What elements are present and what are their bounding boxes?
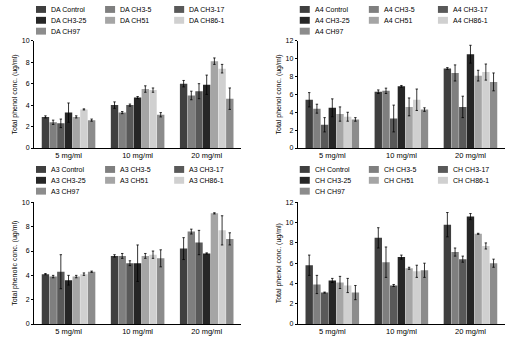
svg-text:DA CH51: DA CH51 (120, 17, 149, 24)
svg-text:A3 CH3-25: A3 CH3-25 (51, 177, 86, 184)
svg-text:10: 10 (22, 199, 30, 206)
svg-text:DA CH3-25: DA CH3-25 (51, 17, 87, 24)
svg-text:20 mg/ml: 20 mg/ml (455, 327, 486, 336)
svg-text:A4 CH86-1: A4 CH86-1 (453, 17, 488, 24)
svg-text:2: 2 (289, 127, 293, 134)
svg-text:Total phenol conc. (ug/ml): Total phenol conc. (ug/ml) (275, 223, 283, 303)
svg-text:5 mg/ml: 5 mg/ml (55, 327, 82, 336)
svg-text:DA Control: DA Control (51, 6, 85, 13)
svg-text:4: 4 (26, 102, 30, 109)
svg-text:A3 CH51: A3 CH51 (120, 177, 149, 184)
svg-text:A4 CH3-17: A4 CH3-17 (453, 6, 488, 13)
svg-text:A4 Control: A4 Control (315, 6, 349, 13)
svg-text:A3 CH86-1: A3 CH86-1 (189, 177, 224, 184)
svg-text:5 mg/ml: 5 mg/ml (319, 327, 346, 336)
svg-text:2: 2 (26, 123, 30, 130)
svg-text:CH Control: CH Control (315, 166, 350, 173)
svg-text:8: 8 (289, 73, 293, 80)
svg-text:8: 8 (26, 59, 30, 66)
svg-text:CH CH51: CH CH51 (384, 177, 414, 184)
svg-text:DA CH86-1: DA CH86-1 (189, 17, 225, 24)
svg-text:12: 12 (286, 37, 294, 44)
svg-text:4: 4 (289, 109, 293, 116)
svg-text:A3 CH3-17: A3 CH3-17 (189, 166, 224, 173)
svg-text:10 mg/ml: 10 mg/ml (386, 151, 417, 160)
svg-text:4: 4 (26, 272, 30, 279)
svg-text:20 mg/ml: 20 mg/ml (191, 151, 222, 160)
svg-text:2: 2 (26, 296, 30, 303)
svg-text:0: 0 (289, 320, 293, 327)
svg-text:Total phenolic conc. (ug/ml): Total phenolic conc. (ug/ml) (11, 221, 19, 306)
svg-text:A3 CH97: A3 CH97 (51, 188, 80, 195)
svg-text:Total phenol conc. (ug/ml): Total phenol conc. (ug/ml) (11, 54, 19, 134)
svg-text:2: 2 (289, 300, 293, 307)
svg-text:CH CH3-17: CH CH3-17 (453, 166, 489, 173)
svg-text:A4 CH3-25: A4 CH3-25 (315, 17, 350, 24)
svg-text:12: 12 (286, 199, 294, 206)
svg-text:A3 Control: A3 Control (51, 166, 85, 173)
svg-text:CH CH3-25: CH CH3-25 (315, 177, 351, 184)
svg-text:6: 6 (26, 247, 30, 254)
svg-text:6: 6 (289, 260, 293, 267)
svg-text:10 mg/ml: 10 mg/ml (386, 327, 417, 336)
svg-text:DA CH3-5: DA CH3-5 (120, 6, 152, 13)
svg-text:0: 0 (26, 144, 30, 151)
svg-text:10: 10 (22, 37, 30, 44)
svg-text:0: 0 (289, 144, 293, 151)
svg-text:CH CH97: CH CH97 (315, 188, 345, 195)
svg-text:DA CH3-17: DA CH3-17 (189, 6, 225, 13)
svg-text:10: 10 (286, 219, 294, 226)
svg-text:10: 10 (286, 55, 294, 62)
svg-text:8: 8 (26, 223, 30, 230)
svg-text:6: 6 (26, 80, 30, 87)
svg-text:20 mg/ml: 20 mg/ml (455, 151, 486, 160)
svg-text:20 mg/ml: 20 mg/ml (191, 327, 222, 336)
svg-text:10 mg/ml: 10 mg/ml (122, 151, 153, 160)
svg-text:4: 4 (289, 280, 293, 287)
svg-text:10 mg/ml: 10 mg/ml (122, 327, 153, 336)
svg-text:Total phenol conc. (ug/ml): Total phenol conc. (ug/ml) (275, 54, 283, 134)
svg-text:CH CH86-1: CH CH86-1 (453, 177, 489, 184)
svg-text:0: 0 (26, 320, 30, 327)
svg-text:A3 CH3-5: A3 CH3-5 (120, 166, 151, 173)
svg-text:DA CH97: DA CH97 (51, 28, 80, 35)
svg-text:5 mg/ml: 5 mg/ml (55, 151, 82, 160)
svg-text:5 mg/ml: 5 mg/ml (319, 151, 346, 160)
svg-text:6: 6 (289, 91, 293, 98)
svg-text:CH CH3-5: CH CH3-5 (384, 166, 416, 173)
svg-text:A4 CH97: A4 CH97 (315, 28, 344, 35)
svg-text:8: 8 (289, 239, 293, 246)
svg-text:A4 CH3-5: A4 CH3-5 (384, 6, 415, 13)
svg-text:A4 CH51: A4 CH51 (384, 17, 413, 24)
